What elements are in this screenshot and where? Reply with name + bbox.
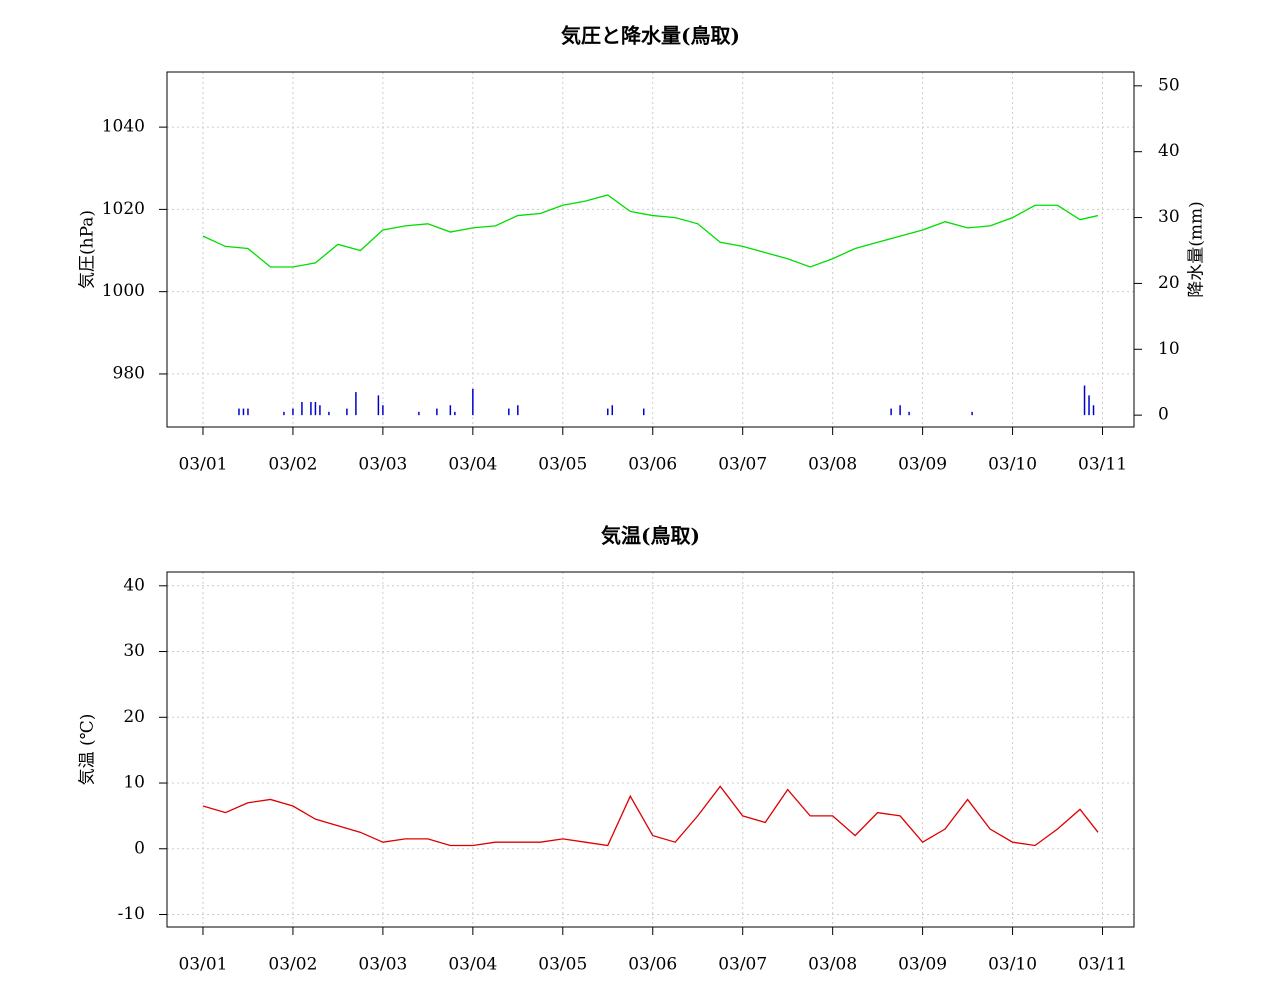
y-tick-label: 40 <box>123 575 145 595</box>
y-tick-label: 10 <box>123 773 145 793</box>
y-tick-label: 20 <box>123 707 145 727</box>
y2-tick-label: 20 <box>1158 273 1180 293</box>
y-axis-label: 気圧(hPa) <box>78 210 98 289</box>
y-tick-label: 30 <box>123 641 145 661</box>
x-tick-label: 03/07 <box>718 955 767 975</box>
y2-tick-label: 0 <box>1158 405 1169 425</box>
x-tick-label: 03/11 <box>1078 455 1127 475</box>
x-tick-label: 03/02 <box>268 455 317 475</box>
y-tick-label: 1020 <box>102 199 145 219</box>
x-tick-label: 03/08 <box>808 455 857 475</box>
x-tick-label: 03/10 <box>988 455 1037 475</box>
x-tick-label: 03/05 <box>538 455 587 475</box>
x-tick-label: 03/03 <box>358 455 407 475</box>
y2-tick-label: 30 <box>1158 207 1180 227</box>
y-tick-label: 1000 <box>102 281 145 301</box>
y-tick-label: 0 <box>134 838 145 858</box>
line <box>202 194 1099 268</box>
x-tick-label: 03/06 <box>628 955 677 975</box>
line <box>202 785 1099 847</box>
plot-frame <box>166 71 1135 428</box>
plot-frame <box>166 571 1135 928</box>
x-tick-label: 03/05 <box>538 955 587 975</box>
x-tick-label: 03/06 <box>628 455 677 475</box>
y-tick-label: 1040 <box>102 117 145 137</box>
x-tick-label: 03/01 <box>178 955 227 975</box>
x-tick-label: 03/04 <box>448 955 497 975</box>
y2-tick-label: 40 <box>1158 141 1180 161</box>
x-tick-label: 03/08 <box>808 955 857 975</box>
x-tick-label: 03/04 <box>448 455 497 475</box>
x-tick-label: 03/10 <box>988 955 1037 975</box>
x-tick-label: 03/09 <box>898 955 947 975</box>
x-tick-label: 03/01 <box>178 455 227 475</box>
x-tick-label: 03/09 <box>898 455 947 475</box>
y-tick-label: 980 <box>113 363 145 383</box>
y2-axis-label: 降水量(mm) <box>1187 201 1207 298</box>
x-tick-label: 03/07 <box>718 455 767 475</box>
x-tick-label: 03/02 <box>268 955 317 975</box>
y-tick-label: -10 <box>118 904 145 924</box>
y2-tick-label: 10 <box>1158 339 1180 359</box>
y-axis-label: 気温 (℃) <box>78 714 98 786</box>
chart-title: 気圧と降水量(鳥取) <box>561 24 740 48</box>
x-tick-label: 03/11 <box>1078 955 1127 975</box>
x-tick-label: 03/03 <box>358 955 407 975</box>
y2-tick-label: 50 <box>1158 75 1180 95</box>
chart-title: 気温(鳥取) <box>601 524 700 548</box>
